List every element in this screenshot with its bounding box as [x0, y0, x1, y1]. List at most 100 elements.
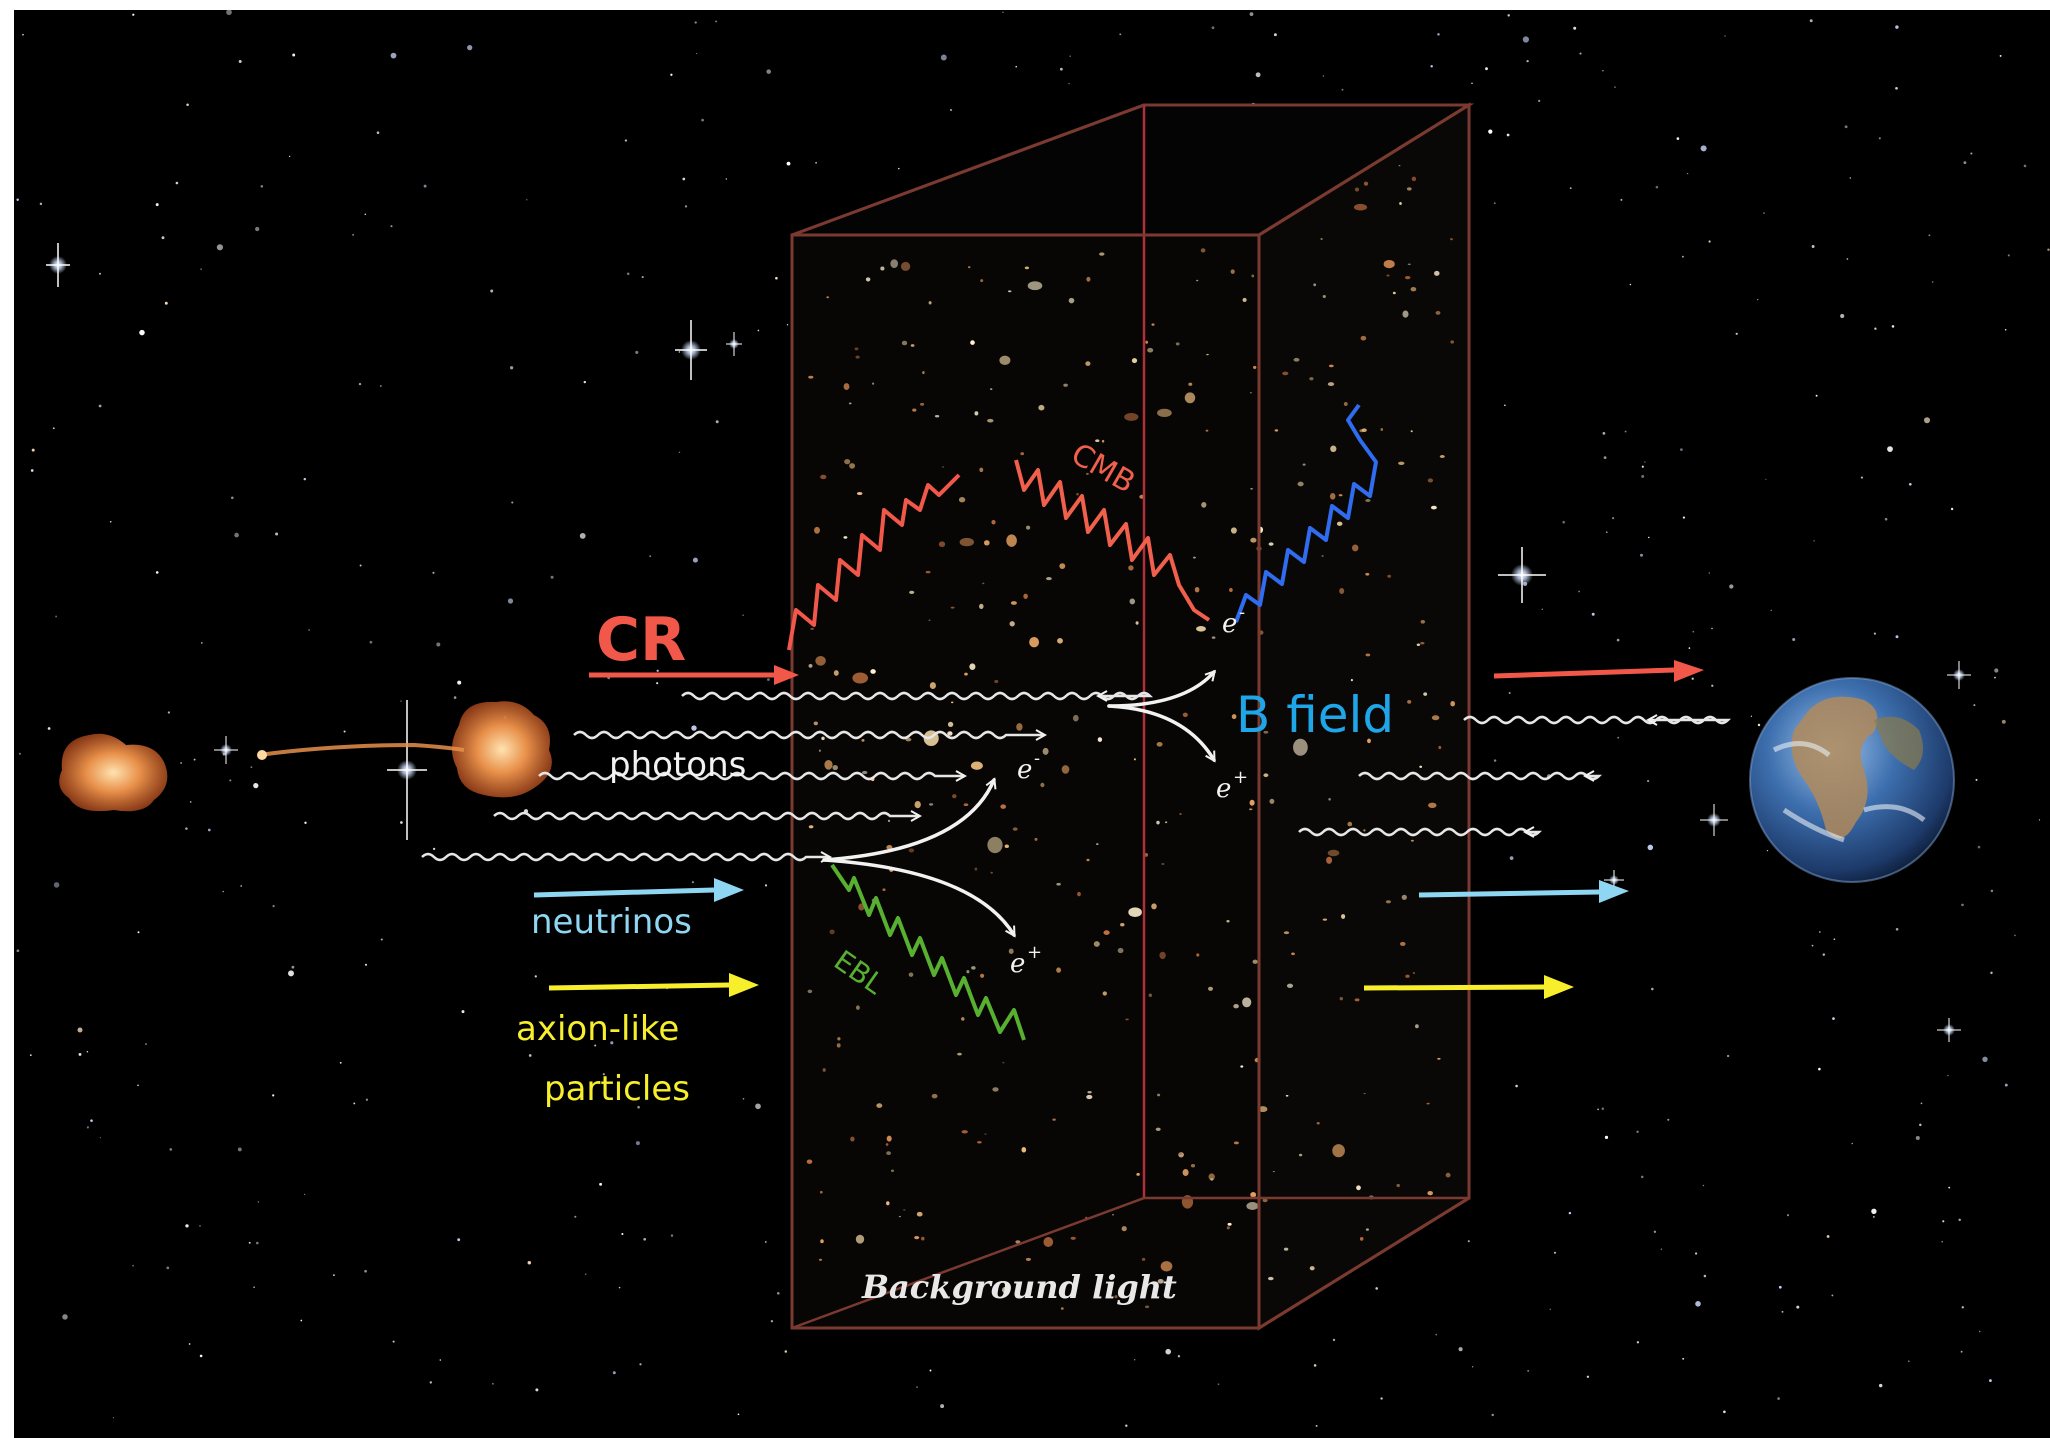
star — [369, 640, 373, 644]
star — [1435, 1333, 1438, 1336]
galaxy — [900, 261, 911, 271]
star — [2014, 934, 2016, 937]
galaxy — [1210, 1178, 1214, 1181]
star — [55, 615, 58, 618]
galaxy — [1367, 738, 1371, 744]
star — [1702, 1184, 1705, 1187]
galaxy — [886, 1135, 892, 1142]
star — [461, 1010, 465, 1014]
flare-star — [46, 243, 70, 287]
axion-arrow-out — [1363, 984, 1545, 991]
star — [1134, 1359, 1136, 1361]
galaxy — [1194, 587, 1200, 593]
galaxy — [1020, 452, 1025, 456]
star — [1811, 944, 1814, 947]
galaxy — [964, 672, 968, 676]
star — [1653, 1230, 1657, 1233]
star — [1629, 283, 1632, 286]
star — [1506, 133, 1510, 137]
star — [288, 155, 291, 158]
galaxy — [1188, 382, 1193, 386]
galaxy — [841, 956, 844, 959]
axion-label-line2: particles — [544, 1069, 690, 1109]
galaxy — [1450, 238, 1453, 241]
star — [2004, 328, 2007, 331]
star — [99, 1136, 102, 1139]
galaxy — [984, 1133, 987, 1135]
star — [1680, 448, 1683, 451]
star — [1700, 145, 1707, 152]
svg-text:e: e — [1010, 949, 1025, 979]
star — [737, 1413, 740, 1416]
star — [439, 1359, 442, 1361]
star — [1708, 240, 1711, 243]
galaxy — [1406, 187, 1412, 191]
galaxy — [1416, 643, 1421, 647]
star — [1844, 125, 1848, 129]
star — [490, 289, 494, 293]
star — [1485, 67, 1488, 71]
galaxy — [1339, 997, 1344, 1001]
galaxy — [1410, 839, 1414, 842]
star — [2023, 164, 2027, 168]
galaxy — [1056, 967, 1062, 973]
galaxy — [1151, 903, 1157, 910]
star — [432, 571, 435, 574]
photons-label: photons — [609, 745, 746, 785]
galaxy — [1405, 275, 1411, 280]
galaxy — [931, 1093, 938, 1099]
star — [364, 963, 368, 966]
galaxy — [1196, 626, 1206, 632]
star — [199, 1354, 203, 1358]
star — [612, 1371, 616, 1375]
photon-ray-out — [1298, 829, 1543, 835]
galaxy — [1274, 429, 1279, 432]
star — [167, 711, 171, 714]
star — [292, 53, 296, 57]
galaxy — [843, 536, 848, 539]
star — [1568, 1211, 1572, 1215]
galaxy — [854, 347, 859, 351]
star — [1982, 1056, 1988, 1062]
galaxy — [1246, 1202, 1259, 1210]
galaxy — [1043, 1236, 1054, 1248]
galaxy — [1026, 525, 1031, 530]
galaxy — [969, 663, 976, 670]
star — [272, 905, 275, 908]
star — [1597, 1108, 1599, 1111]
star — [1515, 1084, 1518, 1088]
galaxy — [1269, 798, 1275, 804]
axion-arrow-in — [548, 982, 730, 991]
star — [1766, 849, 1769, 852]
star — [1647, 844, 1654, 851]
galaxy — [808, 375, 814, 379]
star — [467, 44, 473, 51]
star — [594, 1044, 597, 1047]
galaxy — [1285, 1094, 1289, 1097]
galaxy — [1159, 951, 1166, 960]
galaxy — [1363, 1093, 1366, 1095]
star — [200, 268, 202, 271]
galaxy — [1095, 439, 1100, 443]
star — [343, 730, 346, 733]
galaxy — [1338, 494, 1343, 497]
star — [1695, 1252, 1698, 1255]
star — [656, 682, 659, 685]
galaxy — [1410, 430, 1413, 433]
box-side-outline — [1258, 102, 1471, 1330]
galaxy — [1128, 565, 1134, 571]
galaxy — [818, 1258, 823, 1261]
star — [304, 821, 307, 824]
star — [1781, 1310, 1784, 1313]
galaxy — [920, 402, 925, 406]
galaxy — [890, 1169, 895, 1173]
star — [764, 884, 768, 887]
star — [1249, 12, 1254, 17]
galaxy — [1351, 544, 1359, 552]
galaxy — [1427, 1190, 1433, 1196]
star — [1833, 938, 1836, 941]
star — [166, 1266, 170, 1270]
svg-text:-: - — [1034, 748, 1040, 769]
star — [1822, 953, 1826, 956]
star — [423, 184, 427, 188]
